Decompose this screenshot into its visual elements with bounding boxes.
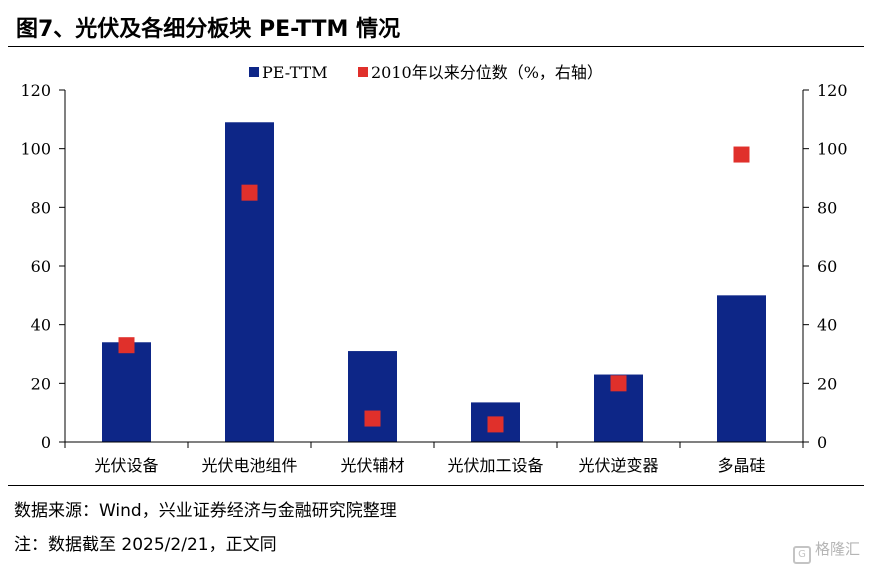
title-divider <box>8 46 864 47</box>
x-tick-label: 光伏加工设备 <box>447 456 543 475</box>
percentile-marker <box>610 375 627 392</box>
y-tick-label-right: 20 <box>817 374 837 393</box>
percentile-marker <box>364 410 381 427</box>
bar <box>102 342 151 442</box>
bar <box>348 351 397 442</box>
percentile-marker <box>487 416 504 433</box>
y-tick-label-left: 0 <box>41 433 51 452</box>
legend-swatch-bar <box>249 67 259 77</box>
x-tick-label: 光伏逆变器 <box>578 456 658 475</box>
legend-swatch-marker <box>358 67 368 77</box>
y-tick-label-right: 0 <box>817 433 827 452</box>
legend-label-marker: 2010年以来分位数（%，右轴） <box>371 63 603 82</box>
y-tick-label-left: 20 <box>31 374 51 393</box>
y-tick-label-right: 60 <box>817 257 837 276</box>
percentile-marker <box>241 184 258 201</box>
y-tick-label-right: 80 <box>817 198 837 217</box>
x-tick-label: 光伏辅材 <box>340 456 404 475</box>
bar <box>225 122 274 443</box>
y-tick-label-left: 40 <box>31 316 51 335</box>
percentile-marker <box>733 146 750 163</box>
watermark: G 格隆汇 <box>792 538 860 564</box>
chart-axes: 0 20 40 60 80 100 120 0 20 40 60 80 100 120 光伏设备 光伏电池组件… <box>20 81 847 475</box>
y-tick-label-left: 60 <box>31 257 51 276</box>
legend-label-bar: PE-TTM <box>262 63 328 82</box>
y-tick-label-right: 40 <box>817 316 837 335</box>
y-tick-label-right: 100 <box>817 140 848 159</box>
percentile-marker <box>118 337 135 354</box>
x-tick-label: 多晶硅 <box>717 456 765 475</box>
page-title: 图7、光伏及各细分板块 PE-TTM 情况 <box>16 17 401 42</box>
data-date-note: 注：数据截至 2025/2/21，正文同 <box>14 535 277 555</box>
x-tick-label: 光伏电池组件 <box>201 456 297 475</box>
y-tick-label-left: 100 <box>20 140 51 159</box>
watermark-logo-icon: G <box>792 546 811 564</box>
footer-divider <box>8 485 864 486</box>
y-tick-label-right: 120 <box>817 81 848 100</box>
y-tick-label-left: 80 <box>31 198 51 217</box>
x-tick-label: 光伏设备 <box>94 456 158 475</box>
chart-legend: PE-TTM 2010年以来分位数（%，右轴） <box>249 63 603 82</box>
percentile-series <box>118 146 750 433</box>
data-source-note: 数据来源：Wind，兴业证券经济与金融研究院整理 <box>14 501 397 521</box>
bar-series <box>102 122 766 443</box>
y-tick-label-left: 120 <box>20 81 51 100</box>
bar <box>717 295 766 442</box>
watermark-text: 格隆汇 <box>814 540 860 558</box>
pe-ttm-chart: PE-TTM 2010年以来分位数（%，右轴） 0 20 40 60 80 100 120 0 2… <box>20 63 847 475</box>
